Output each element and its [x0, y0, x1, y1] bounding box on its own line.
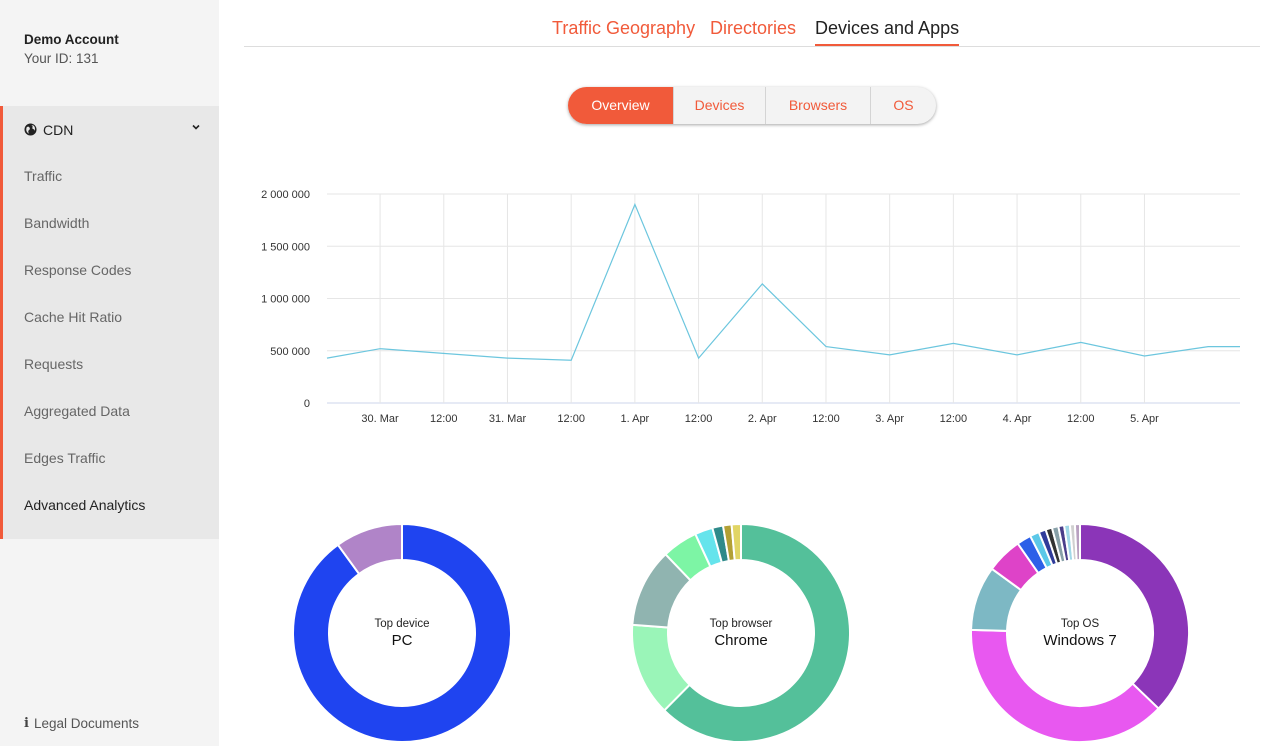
top-device-donut-svg: [292, 523, 512, 743]
segment-overview[interactable]: Overview: [568, 87, 674, 124]
y-tick-label: 500 000: [270, 346, 310, 358]
sidebar-item-cache-hit-ratio[interactable]: Cache Hit Ratio: [24, 309, 123, 325]
top-browser-title: Top browser: [709, 618, 773, 630]
sidebar-item-advanced-analytics[interactable]: Advanced Analytics: [24, 497, 146, 513]
legal-documents-label: Legal Documents: [33, 716, 140, 731]
top-os-donut-svg: [970, 523, 1190, 743]
top-os-donut: Top OS Windows 7: [970, 523, 1190, 746]
x-tick-label: 1. Apr: [620, 413, 649, 425]
x-tick-label: 12:00: [557, 413, 585, 425]
top-device-label: Top device PC: [292, 618, 512, 649]
sidebar-item-edges-traffic[interactable]: Edges Traffic: [24, 450, 106, 466]
account-name: Demo Account: [24, 32, 119, 47]
account-info: Demo Account Your ID: 131: [0, 0, 219, 106]
top-browser-value: Chrome: [714, 632, 768, 649]
sidebar-item-aggregated-data[interactable]: Aggregated Data: [24, 403, 130, 419]
tab-devices-and-apps[interactable]: Devices and Apps: [815, 18, 960, 46]
top-os-value: Windows 7: [1043, 632, 1117, 649]
sidebar-item-bandwidth[interactable]: Bandwidth: [24, 215, 90, 231]
top-device-value: PC: [391, 632, 413, 649]
sidebar-item-response-codes[interactable]: Response Codes: [24, 262, 132, 278]
donut-slice[interactable]: [292, 523, 512, 743]
sidebar: Demo Account Your ID: 131 CDN Traffic Ba…: [0, 0, 219, 746]
x-tick-label: 12:00: [940, 413, 968, 425]
donut-slice[interactable]: [1073, 523, 1081, 562]
segment-browsers[interactable]: Browsers: [766, 87, 871, 124]
y-tick-label: 1 000 000: [261, 294, 310, 306]
sidebar-section-label: CDN: [43, 121, 74, 138]
traffic-series-line[interactable]: [326, 202, 1240, 361]
sidebar-item-requests[interactable]: Requests: [24, 356, 84, 372]
x-tick-label: 12:00: [430, 413, 458, 425]
donut-slice[interactable]: [336, 523, 403, 576]
donut-slice[interactable]: [730, 523, 742, 562]
sidebar-nav: CDN Traffic Bandwidth Response Codes Cac…: [0, 106, 219, 539]
x-tick-label: 12:00: [812, 413, 840, 425]
account-id: Your ID: 131: [24, 51, 99, 66]
x-tick-label: 5. Apr: [1130, 413, 1159, 425]
y-tick-label: 2 000 000: [261, 189, 310, 201]
x-tick-label: 2. Apr: [748, 413, 777, 425]
x-tick-label: 3. Apr: [875, 413, 904, 425]
donut-slice[interactable]: [970, 628, 1160, 743]
tab-traffic-geography[interactable]: Traffic Geography: [552, 18, 696, 38]
x-tick-label: 12:00: [685, 413, 713, 425]
segment-os[interactable]: OS: [893, 97, 914, 113]
info-icon: i: [24, 716, 29, 731]
top-browser-donut: Top browser Chrome: [631, 523, 851, 746]
donut-slice[interactable]: [1079, 523, 1190, 710]
donut-slice[interactable]: [662, 523, 851, 743]
top-tabs: Traffic Geography Directories Devices an…: [244, 16, 1260, 47]
top-device-donut: Top device PC: [292, 523, 512, 746]
y-tick-label: 1 500 000: [261, 241, 310, 253]
chevron-down-icon[interactable]: [191, 122, 201, 132]
sidebar-item-traffic[interactable]: Traffic: [24, 168, 63, 184]
y-tick-label: 0: [304, 398, 310, 410]
legal-documents-link[interactable]: i Legal Documents: [24, 716, 139, 731]
top-device-title: Top device: [374, 618, 430, 630]
x-tick-label: 4. Apr: [1003, 413, 1032, 425]
segment-devices[interactable]: Devices: [674, 87, 766, 124]
top-browser-label: Top browser Chrome: [631, 618, 851, 649]
top-browser-donut-svg: [631, 523, 851, 743]
sidebar-section-cdn[interactable]: CDN: [3, 106, 219, 153]
tab-directories[interactable]: Directories: [710, 18, 797, 38]
view-segmented-control: Overview Devices Browsers OS: [568, 87, 936, 124]
x-tick-label: 12:00: [1067, 413, 1095, 425]
globe-icon: [24, 123, 37, 136]
x-tick-label: 30. Mar: [361, 413, 399, 425]
top-os-title: Top OS: [1060, 618, 1100, 630]
traffic-line-chart: 0 500 000 1 000 000 1 500 000 2 000 000 30. M…: [261, 189, 1240, 425]
x-tick-label: 31. Mar: [489, 413, 527, 425]
top-os-label: Top OS Windows 7: [970, 618, 1190, 649]
